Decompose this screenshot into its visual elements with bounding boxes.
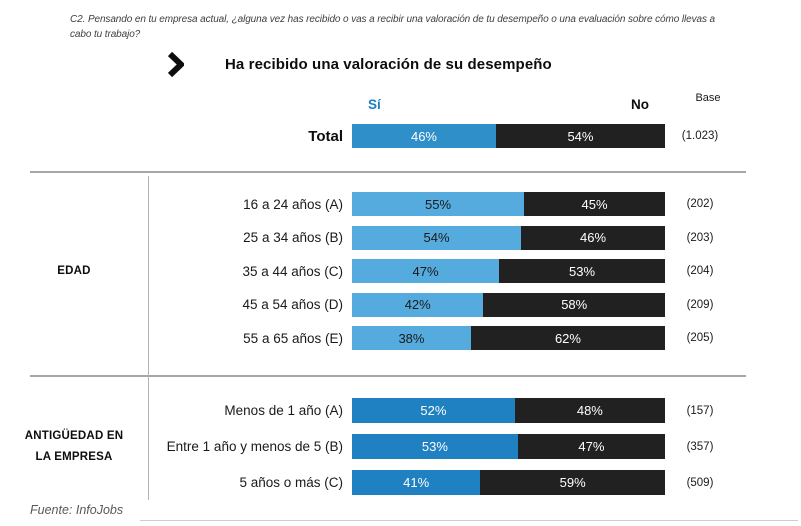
base-value: (209) xyxy=(686,298,714,311)
category-label: 55 a 65 años (E) xyxy=(243,330,343,346)
bar-segment-yes: 52% xyxy=(352,398,515,423)
stacked-bar: 55% 45% xyxy=(352,192,665,216)
antiguedad-bar-group: Menos de 1 año (A) 52% 48% (157) Entre 1… xyxy=(0,398,732,506)
series-header-no: No xyxy=(631,97,649,112)
base-value: (157) xyxy=(686,404,714,417)
base-value: (509) xyxy=(686,476,714,489)
chart-title: Ha recibido una valoración de su desempe… xyxy=(225,55,552,73)
bar-row: 16 a 24 años (A) 55% 45% (202) xyxy=(0,192,732,216)
bar-segment-no: 54% xyxy=(495,124,665,148)
section-divider-line xyxy=(30,375,746,377)
bar-segment-no: 53% xyxy=(499,259,665,283)
category-label: Menos de 1 año (A) xyxy=(224,403,343,418)
footer-divider-line xyxy=(140,520,798,521)
bar-segment-no: 62% xyxy=(470,326,665,350)
category-label: 45 a 54 años (D) xyxy=(242,297,343,312)
stacked-bar: 38% 62% xyxy=(352,326,665,350)
bar-segment-no: 47% xyxy=(517,434,665,459)
column-header-base: Base xyxy=(695,92,721,104)
group-label-line: EDAD xyxy=(57,264,91,277)
category-axis-line xyxy=(148,176,149,500)
base-value: (357) xyxy=(686,440,714,453)
category-label: 16 a 24 años (A) xyxy=(243,196,343,212)
survey-question-text: C2. Pensando en tu empresa actual, ¿algu… xyxy=(70,14,715,40)
total-label: Total xyxy=(308,127,343,145)
section-divider-line xyxy=(30,171,746,173)
bar-segment-yes: 41% xyxy=(352,470,481,495)
bar-segment-yes: 47% xyxy=(352,259,500,283)
bar-row: 25 a 34 años (B) 54% 46% (203) xyxy=(0,225,732,250)
base-value: (205) xyxy=(686,332,714,344)
bar-row: 45 a 54 años (D) 42% 58% (209) xyxy=(0,292,732,317)
bar-segment-yes: 38% xyxy=(352,326,471,350)
stacked-bar: 47% 53% xyxy=(352,259,665,283)
base-value: (202) xyxy=(686,198,714,210)
bar-segment-no: 58% xyxy=(483,292,665,317)
group-label-antiguedad: ANTIGÜEDAD EN LA EMPRESA xyxy=(0,398,148,495)
bar-segment-no: 59% xyxy=(480,470,665,495)
chart-headline: Ha recibido una valoración de su desempe… xyxy=(167,51,552,77)
series-header-yes: Sí xyxy=(368,97,381,112)
base-value: (1.023) xyxy=(681,130,719,142)
bar-segment-yes: 54% xyxy=(352,225,522,250)
category-label: 5 años o más (C) xyxy=(239,475,343,490)
source-credit: Fuente: InfoJobs xyxy=(30,503,124,517)
bar-row: Menos de 1 año (A) 52% 48% (157) xyxy=(0,398,732,423)
bar-segment-yes: 46% xyxy=(352,124,496,148)
bar-segment-yes: 42% xyxy=(352,292,484,317)
group-label-line: LA EMPRESA xyxy=(35,450,113,463)
stacked-bar: 41% 59% xyxy=(352,470,665,495)
stacked-bar: 52% 48% xyxy=(352,398,665,423)
chevron-right-icon xyxy=(167,51,187,77)
total-stacked-bar: 46% 54% xyxy=(352,124,665,148)
total-row: Total 46% 54% (1.023) xyxy=(0,124,732,148)
bar-segment-yes: 53% xyxy=(352,434,518,459)
category-label: Entre 1 año y menos de 5 (B) xyxy=(166,439,343,454)
stacked-bar: 54% 46% xyxy=(352,225,665,250)
base-value: (204) xyxy=(686,265,714,277)
bar-row: 5 años o más (C) 41% 59% (509) xyxy=(0,470,732,495)
group-label-edad: EDAD xyxy=(0,192,148,350)
bar-segment-no: 46% xyxy=(521,225,665,250)
base-value: (203) xyxy=(686,231,714,244)
bar-row: 55 a 65 años (E) 38% 62% (205) xyxy=(0,326,732,350)
stacked-bar: 42% 58% xyxy=(352,292,665,317)
bar-row: 35 a 44 años (C) 47% 53% (204) xyxy=(0,259,732,283)
stacked-bar: 53% 47% xyxy=(352,434,665,459)
edad-bar-group: 16 a 24 años (A) 55% 45% (202) 25 a 34 a… xyxy=(0,192,732,360)
bar-segment-no: 48% xyxy=(514,398,665,423)
bar-segment-yes: 55% xyxy=(352,192,525,216)
category-label: 35 a 44 años (C) xyxy=(242,263,343,279)
bar-row: Entre 1 año y menos de 5 (B) 53% 47% (35… xyxy=(0,434,732,459)
category-label: 25 a 34 años (B) xyxy=(243,230,343,245)
bar-segment-no: 45% xyxy=(524,192,665,216)
group-label-line: ANTIGÜEDAD EN xyxy=(24,429,124,442)
